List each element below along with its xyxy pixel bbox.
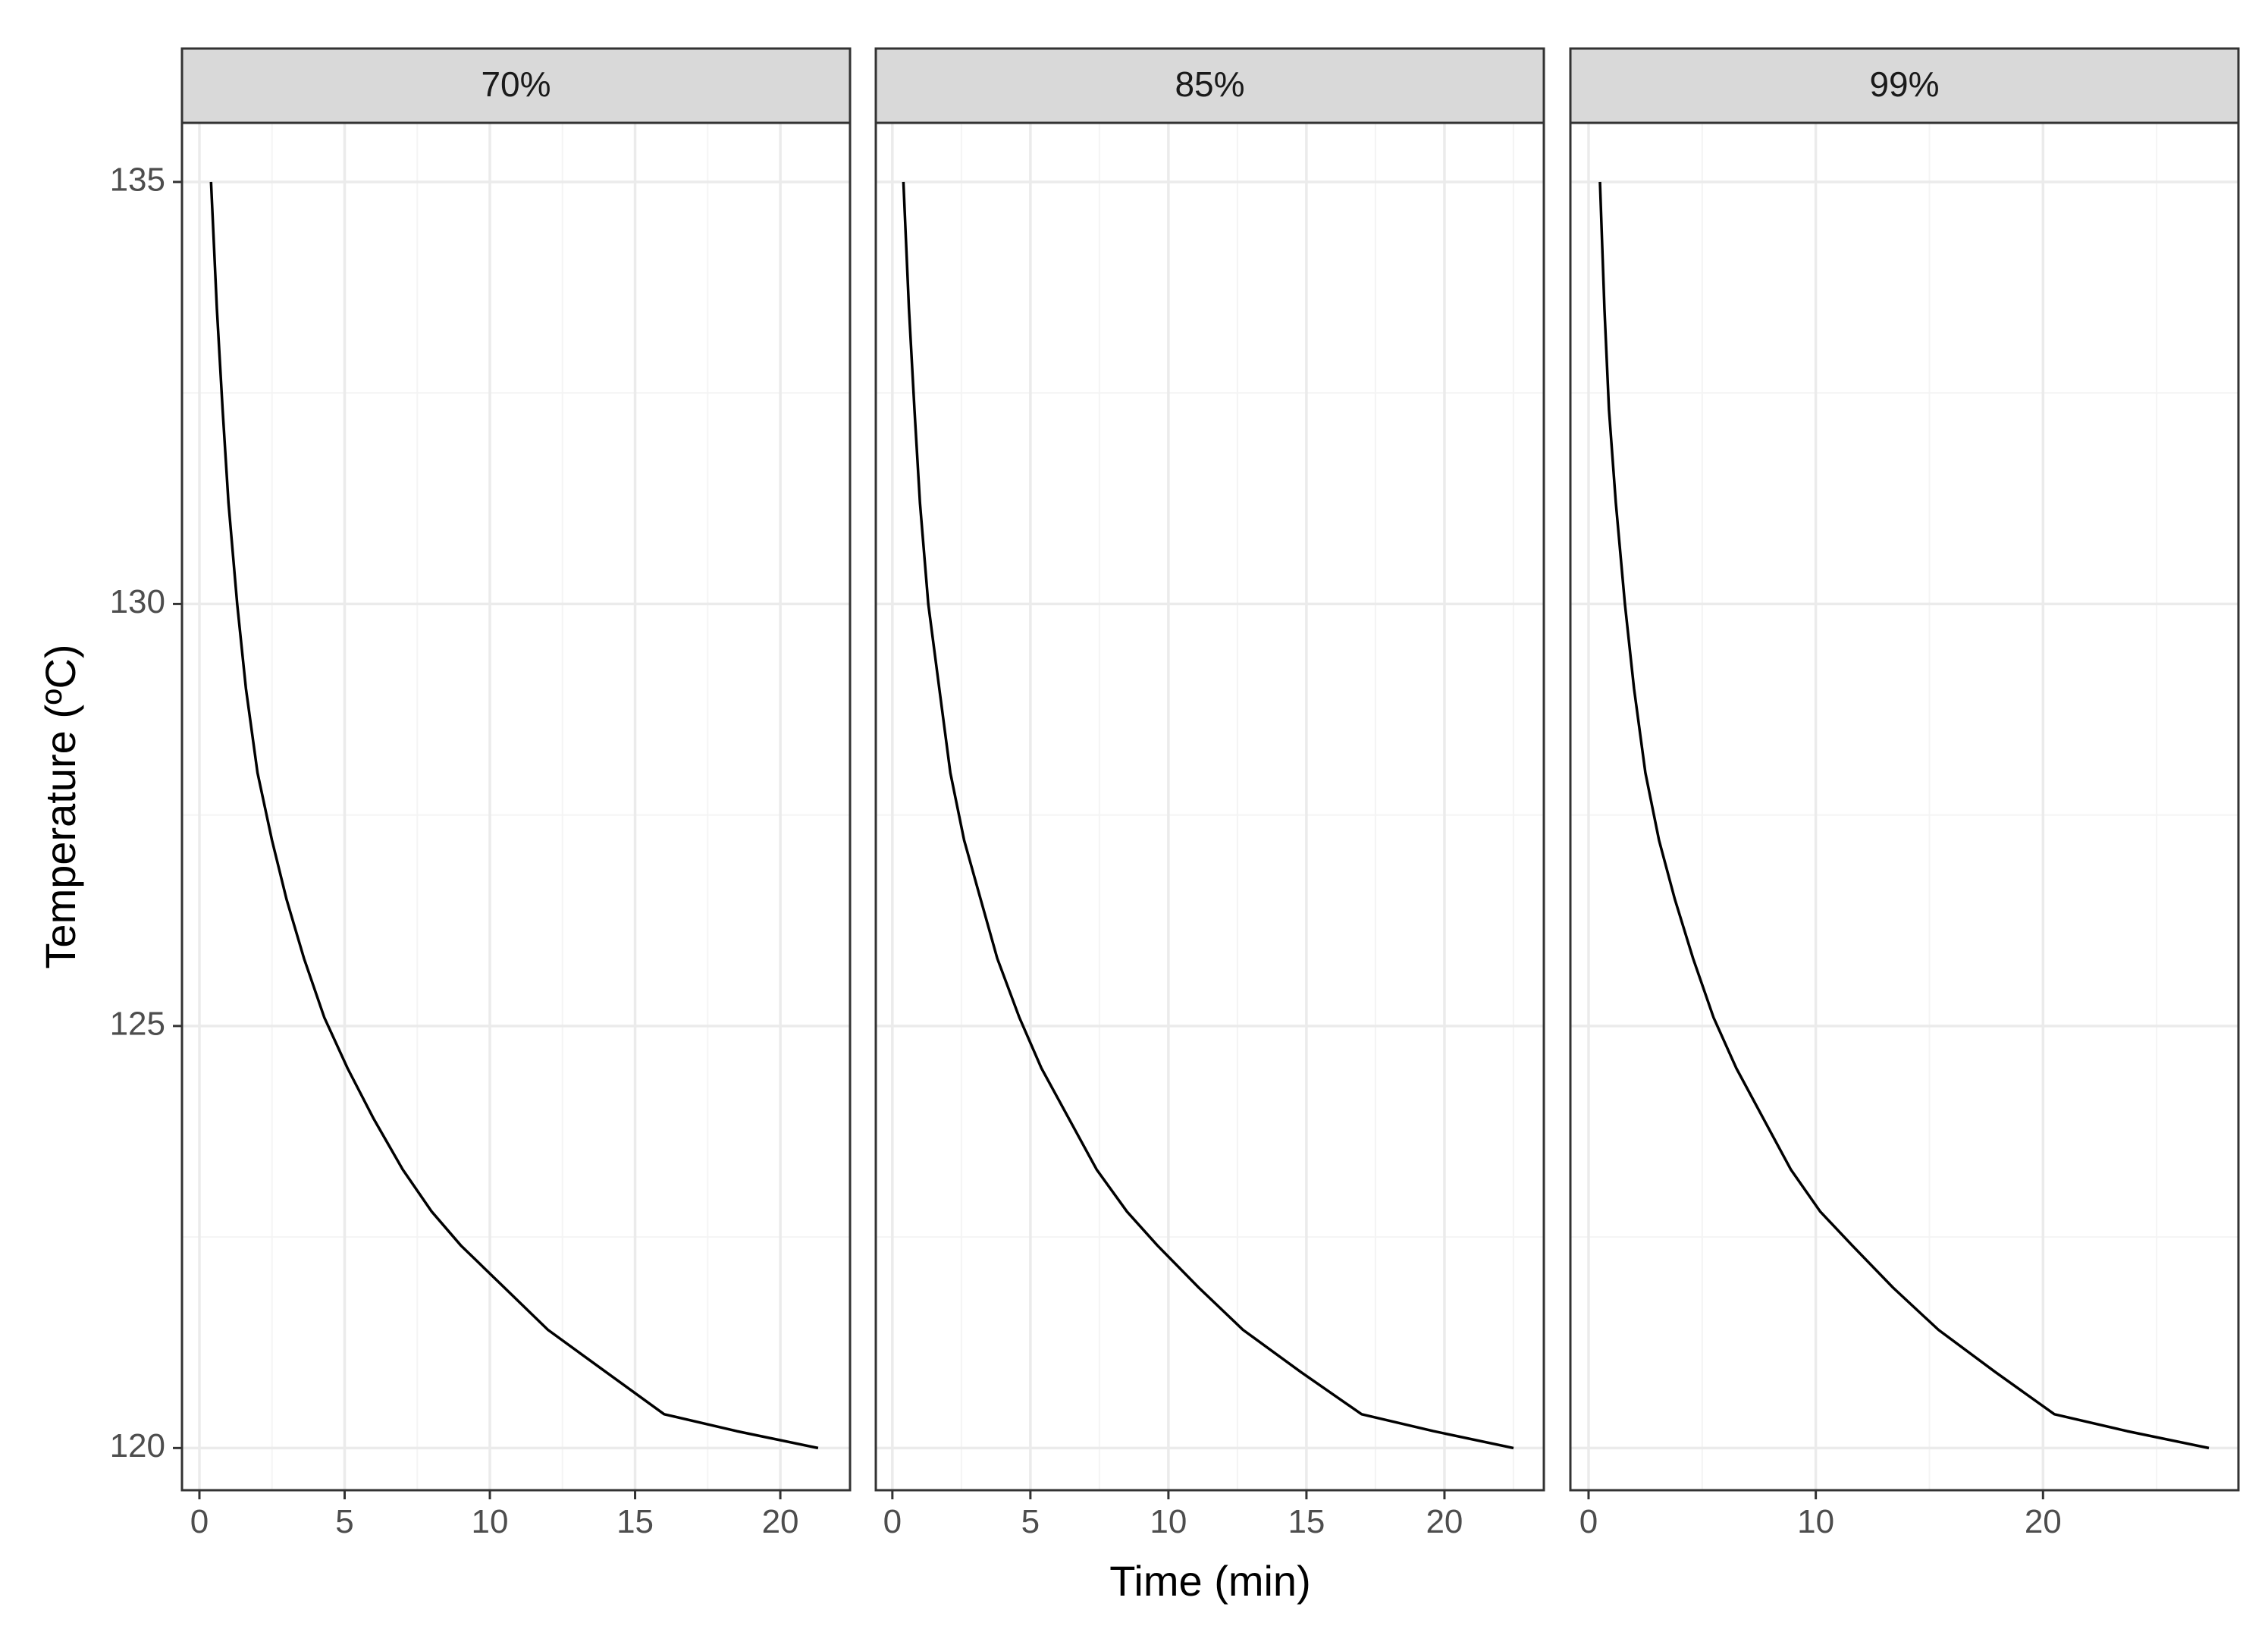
- panel-2: 85% 0 5 10 15 20: [874, 47, 1545, 1540]
- x-tick-label: 20: [1426, 1503, 1463, 1540]
- x-tick-label: 0: [883, 1503, 902, 1540]
- panel-background: [1570, 123, 2238, 1490]
- facet-strip-label: 70%: [481, 64, 551, 104]
- y-axis-title: Temperature (ºC): [36, 644, 84, 968]
- facet-strip: [180, 47, 852, 124]
- x-tick-label: 0: [190, 1503, 209, 1540]
- panel-background: [182, 123, 850, 1490]
- panel-background: [876, 123, 1544, 1490]
- panel-1: 70% 0 5 10 15 20: [180, 47, 852, 1540]
- x-tick-label: 20: [2025, 1503, 2062, 1540]
- x-tick-label: 10: [472, 1503, 509, 1540]
- x-tick-label: 0: [1579, 1503, 1598, 1540]
- facet-strip: [1569, 47, 2240, 124]
- x-tick-label: 20: [762, 1503, 799, 1540]
- x-axis-title: Time (min): [1109, 1557, 1310, 1605]
- facet-strip: [874, 47, 1545, 124]
- series-line: [902, 181, 1514, 1450]
- y-tick-label: 125: [110, 1005, 165, 1042]
- x-tick-label: 15: [1288, 1503, 1325, 1540]
- series-line: [209, 181, 819, 1450]
- x-tick-label: 15: [616, 1503, 654, 1540]
- x-tick-label: 5: [335, 1503, 353, 1540]
- y-tick-label: 120: [110, 1427, 165, 1464]
- panel-3: 99% 0 10 20: [1569, 47, 2240, 1540]
- x-tick-label: 10: [1797, 1503, 1834, 1540]
- facet-strip-label: 99%: [1869, 64, 1939, 104]
- y-tick-label: 135: [110, 162, 165, 199]
- y-tick-label: 130: [110, 583, 165, 620]
- series-line: [1598, 181, 2210, 1450]
- facet-strip-label: 85%: [1175, 64, 1244, 104]
- x-tick-label: 10: [1150, 1503, 1187, 1540]
- x-tick-label: 5: [1021, 1503, 1040, 1540]
